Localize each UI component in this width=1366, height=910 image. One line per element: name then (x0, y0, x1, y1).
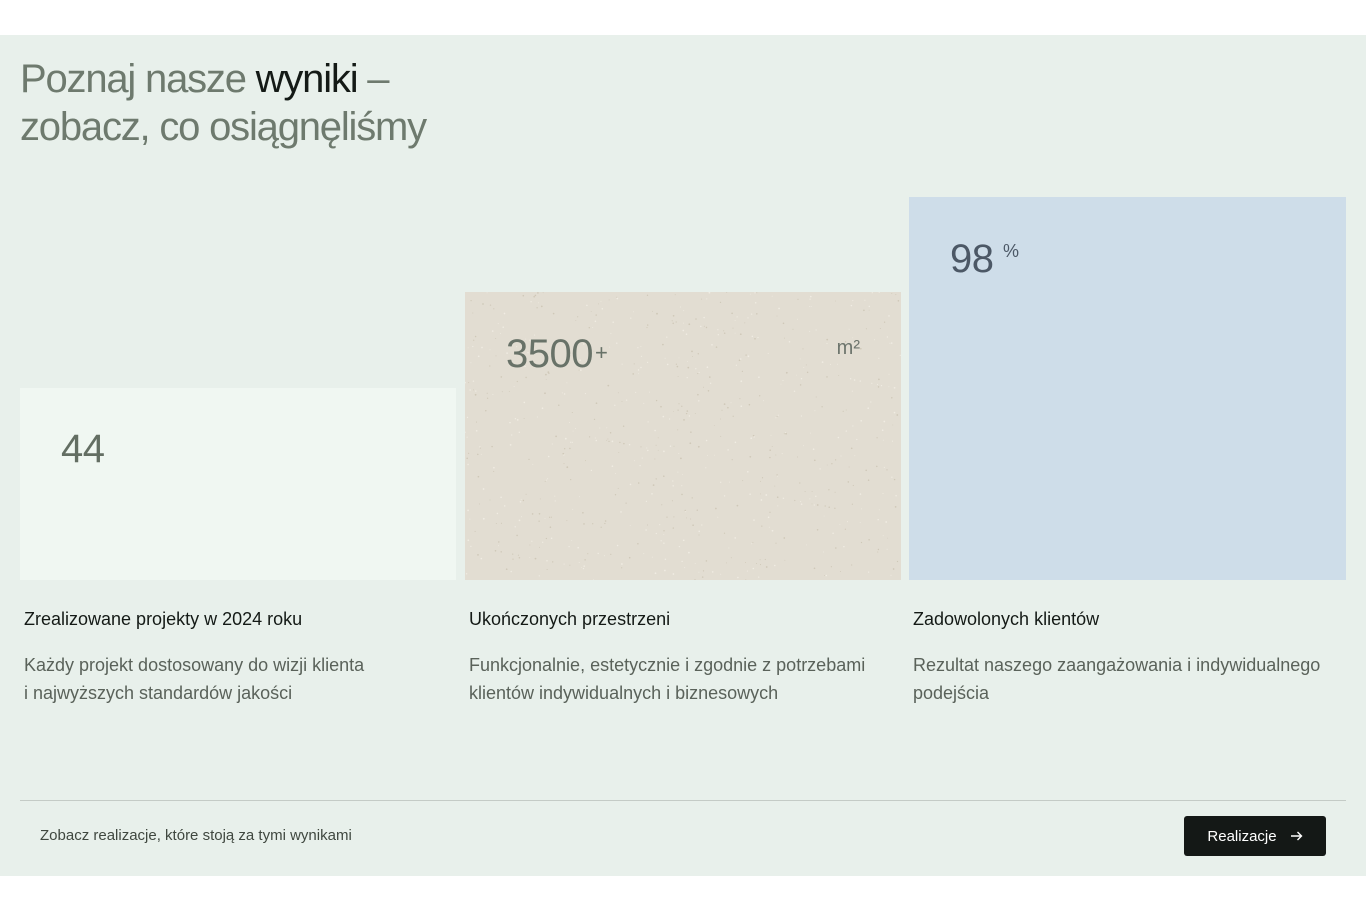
heading-emphasis: wyniki (255, 57, 359, 101)
stat-text-spaces: Funkcjonalnie, estetycznie i zgodnie z p… (469, 651, 889, 707)
section-heading: Poznaj nasze wyniki – zobacz, co osiągnęl… (20, 55, 427, 151)
stat-text-clients: Rezultat naszego zaangażowania i indywid… (913, 651, 1333, 707)
stat-text-projects-line-2: i najwyższych standardów jakości (24, 683, 293, 703)
stat-description-projects: Zrealizowane projekty w 2024 roku Każdy … (24, 607, 454, 707)
stat-text-clients-line-1: Rezultat naszego zaangażowania i indywid… (913, 655, 1321, 675)
stat-text-spaces-line-2: klientów indywidualnych i biznesowych (469, 683, 779, 703)
unit-square-meters: m² (836, 337, 860, 359)
stat-card-clients: 98 % (909, 197, 1346, 580)
stat-title-spaces: Ukończonych przestrzeni (469, 609, 671, 629)
stat-value-spaces: 3500+ (506, 329, 608, 378)
realizacje-button[interactable]: Realizacje (1184, 816, 1326, 856)
stat-text-spaces-line-1: Funkcjonalnie, estetycznie i zgodnie z p… (469, 655, 866, 675)
results-section: Poznaj nasze wyniki – zobacz, co osiągnęl… (0, 35, 1366, 876)
stat-value-projects: 44 (61, 427, 105, 471)
arrow-right-icon (1290, 831, 1303, 841)
stat-suffix-plus: + (594, 340, 608, 365)
heading-part-2: – (357, 57, 389, 101)
realizacje-button-label: Realizacje (1207, 827, 1277, 845)
stat-title-projects: Zrealizowane projekty w 2024 roku (24, 609, 303, 629)
stat-number-spaces: 3500 (506, 332, 593, 376)
heading-line-2: zobacz, co osiągnęliśmy (20, 105, 427, 149)
footer-text: Zobacz realizacje, które stoją za tymi w… (40, 827, 352, 844)
stat-title-clients: Zadowolonych klientów (913, 609, 1100, 629)
stat-value-clients: 98 (950, 237, 994, 281)
divider (20, 800, 1346, 801)
stat-text-projects: Każdy projekt dostosowany do wizji klien… (24, 651, 444, 707)
stat-card-spaces: 3500+ m² (465, 292, 901, 580)
heading-part-1: Poznaj nasze (20, 57, 256, 101)
unit-percent: % (1003, 241, 1020, 261)
stat-text-projects-line-1: Każdy projekt dostosowany do wizji klien… (24, 655, 365, 675)
stat-text-clients-line-2: podejścia (913, 683, 990, 703)
texture-pattern (465, 292, 901, 580)
stat-card-projects: 44 (20, 388, 456, 580)
stat-description-spaces: Ukończonych przestrzeni Funkcjonalnie, e… (469, 607, 899, 707)
stat-description-clients: Zadowolonych klientów Rezultat naszego z… (913, 607, 1343, 707)
